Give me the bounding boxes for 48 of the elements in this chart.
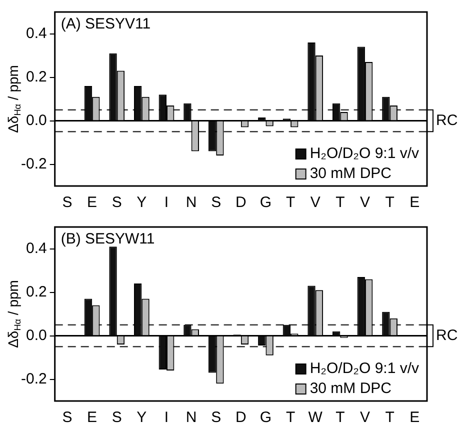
x-tick-label: G	[260, 194, 272, 212]
x-tick-label: T	[385, 409, 394, 426]
x-tick-label: I	[164, 194, 169, 212]
x-tick-label: T	[385, 194, 394, 212]
legend-label: H₂O/D₂O 9:1 v/v	[310, 360, 420, 378]
y-tick-label: 0.0	[26, 112, 47, 129]
legend-label: 30 mM DPC	[310, 165, 392, 182]
legend-label: H₂O/D₂O 9:1 v/v	[310, 145, 420, 162]
legend-label: 30 mM DPC	[310, 380, 392, 398]
x-tick-label: S	[211, 194, 222, 212]
x-tick-label: G	[260, 409, 272, 426]
x-tick-label: N	[186, 409, 197, 426]
x-tick-label: E	[410, 409, 420, 426]
x-tick-label: Y	[136, 409, 147, 426]
y-tick-label: -0.2	[20, 155, 47, 172]
chart-title: (A) SESYV11	[60, 16, 151, 33]
x-tick-label: E	[410, 194, 420, 212]
x-tick-label: T	[286, 409, 296, 426]
x-tick-label: V	[360, 194, 370, 212]
x-tick-label: E	[87, 409, 98, 426]
x-tick-label: T	[286, 194, 296, 212]
x-tick-label: S	[62, 194, 72, 212]
x-tick-label: S	[211, 409, 222, 426]
y-tick-label: 0.4	[26, 240, 47, 257]
x-tick-label: S	[112, 194, 122, 212]
x-tick-label: T	[336, 409, 345, 426]
x-tick-label: W	[308, 409, 324, 426]
x-tick-label: T	[336, 194, 345, 212]
y-tick-label: 0.4	[26, 24, 47, 42]
y-axis-title: ΔδHα / ppm	[4, 280, 23, 348]
y-axis-title: ΔδHα / ppm	[4, 65, 23, 133]
x-tick-label: V	[360, 409, 370, 426]
x-tick-label: N	[186, 194, 197, 212]
y-tick-label: 0.2	[26, 68, 47, 86]
x-tick-label: I	[164, 409, 169, 426]
y-tick-label: -0.2	[20, 370, 47, 388]
x-tick-label: D	[236, 194, 246, 212]
x-tick-label: S	[62, 409, 72, 426]
x-tick-label: S	[112, 409, 122, 426]
x-tick-label: Y	[136, 194, 147, 212]
text: RC	[436, 112, 458, 129]
x-tick-label: D	[236, 409, 246, 426]
y-tick-label: 0.0	[26, 326, 47, 344]
text: RC	[436, 326, 458, 344]
y-tick-label: 0.2	[26, 283, 47, 300]
x-tick-label: V	[310, 194, 320, 212]
x-tick-label: E	[87, 194, 98, 212]
chart-title: (B) SESYW11	[60, 230, 155, 248]
